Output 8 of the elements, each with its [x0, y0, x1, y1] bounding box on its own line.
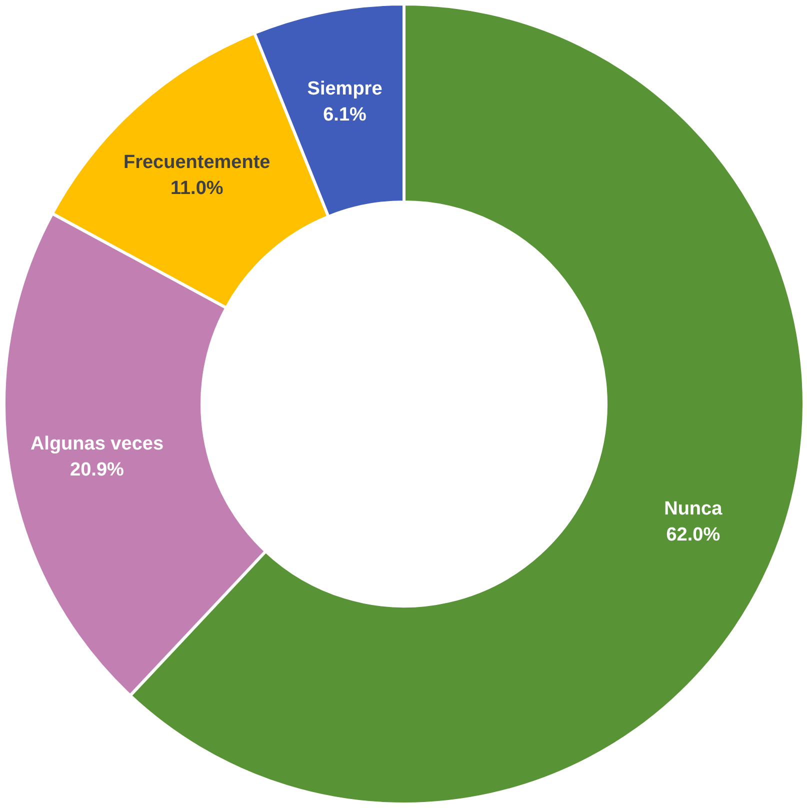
data-label: 11.0% — [170, 178, 224, 200]
data-label: 20.9% — [70, 460, 124, 481]
slice-label: Siempre — [307, 78, 382, 100]
slice-label: Algunas veces — [30, 434, 164, 455]
data-label: 62.0% — [666, 524, 720, 546]
slice-label: Nunca — [664, 498, 723, 520]
data-label: 6.1% — [323, 104, 367, 126]
slice-label: Frecuentemente — [123, 152, 270, 174]
